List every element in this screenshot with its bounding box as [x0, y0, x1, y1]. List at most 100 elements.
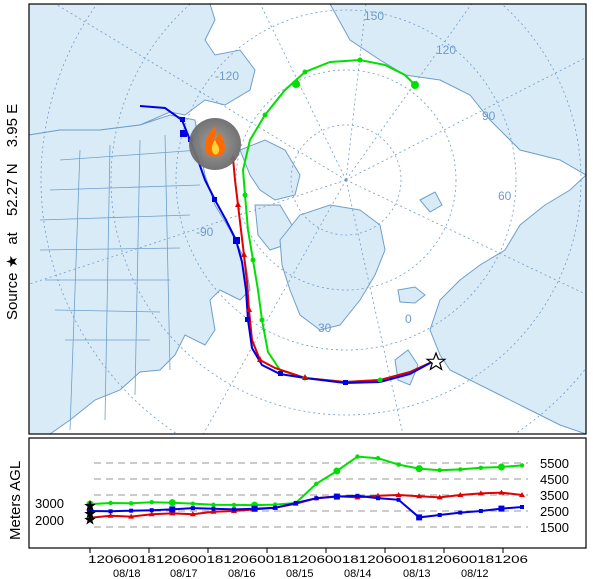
altitude-point-triangle — [436, 494, 443, 500]
time-dates: 08/18 08/17 08/16 08/15 08/14 08/13 08/1… — [113, 568, 489, 579]
altitude-series — [86, 454, 525, 521]
altitude-point-square — [458, 510, 463, 515]
altitude-tick-right: 1500 — [540, 520, 569, 535]
graticule-label: 60 — [498, 189, 512, 203]
altitude-tick-right: 5500 — [540, 456, 569, 471]
altitude-line-square — [89, 494, 523, 519]
start-star-icon — [84, 508, 96, 519]
altitude-left-ticks: 3000 2000 — [35, 496, 64, 528]
altitude-point-circle — [396, 462, 401, 467]
altitude-point-triangle — [416, 493, 423, 499]
graticule-label: 30 — [318, 321, 332, 335]
altitude-point-circle — [437, 468, 442, 473]
graticule-label: -90 — [196, 225, 214, 239]
svg-text:Source ★ at: Source ★ at 52.27 N 3.95 E — [4, 104, 21, 320]
star-icon: ★ — [4, 251, 21, 269]
source-star-icon — [425, 351, 447, 371]
altitude-point-square — [211, 506, 216, 511]
altitude-point-circle — [415, 465, 423, 473]
altitude-point-square — [314, 496, 319, 501]
time-date: 08/14 — [344, 568, 372, 579]
altitude-gridlines — [94, 462, 528, 528]
at-word: at — [4, 231, 21, 244]
altitude-point-circle — [375, 456, 381, 461]
altitude-point-circle — [231, 502, 237, 508]
time-date: 08/16 — [228, 568, 256, 579]
altitude-point-square — [520, 505, 524, 509]
source-latitude: 52.27 N — [4, 163, 21, 216]
start-star-icon — [84, 500, 96, 511]
altitude-point-triangle — [498, 489, 505, 495]
altitude-tick-right: 4500 — [540, 472, 569, 487]
altitude-tick-left: 2000 — [35, 513, 64, 528]
altitude-point-triangle — [148, 511, 155, 517]
map-frame — [28, 3, 587, 435]
graticule-label: 120 — [436, 43, 456, 57]
altitude-point-circle — [355, 454, 360, 459]
altitude-point-square — [333, 493, 340, 500]
altitude-point-triangle — [477, 490, 484, 496]
altitude-point-triangle — [519, 492, 525, 497]
altitude-point-triangle — [210, 508, 217, 514]
graticule-label: -120 — [215, 69, 239, 83]
altitude-point-circle — [190, 501, 196, 506]
time-date: 08/15 — [286, 568, 314, 579]
start-star-icon — [84, 514, 96, 525]
altitude-point-square — [149, 508, 154, 513]
altitude-point-square — [108, 509, 113, 514]
time-date: 08/18 — [113, 568, 141, 579]
land-svalbard — [419, 191, 443, 213]
time-axis: 1206001812060018120600181206001812060018… — [88, 548, 528, 579]
altitude-point-triangle — [457, 492, 464, 497]
source-word: Source — [4, 272, 21, 320]
graticule-label: 0 — [405, 312, 412, 326]
graticule-label: 90 — [482, 109, 496, 123]
time-date: 08/17 — [170, 568, 198, 579]
altitude-point-circle — [333, 467, 341, 475]
land-masses — [29, 4, 586, 434]
altitude-right-ticks: 5500 4500 3500 2500 1500 — [540, 456, 569, 535]
altitude-tick-right: 3500 — [540, 488, 569, 503]
altitude-point-triangle — [189, 511, 196, 517]
altitude-point-square — [232, 507, 236, 512]
political-boundaries — [39, 134, 201, 431]
altitude-point-circle — [168, 499, 176, 507]
graticule-labels: 150 120 90 60 30 0 -90 -120 — [196, 9, 512, 335]
time-date: 08/12 — [461, 568, 489, 579]
trajectory-red — [232, 157, 433, 384]
altitude-point-circle — [497, 463, 505, 471]
time-ticks — [89, 548, 504, 553]
altitude-point-square — [376, 496, 380, 501]
altitude-point-square — [293, 501, 298, 505]
altitude-point-triangle — [169, 510, 176, 516]
altitude-panel: 3000 2000 5500 4500 3500 2500 1500 Meter… — [7, 437, 587, 549]
altitude-point-circle — [211, 502, 216, 507]
altitude-point-circle — [458, 467, 463, 472]
land-arctic-islands — [239, 139, 301, 201]
land-iceland — [397, 286, 426, 304]
altitude-point-circle — [128, 501, 134, 506]
time-date: 08/13 — [403, 568, 431, 579]
altitude-point-triangle — [107, 512, 114, 518]
altitude-point-circle — [519, 463, 525, 468]
source-longitude: 3.95 E — [4, 104, 21, 147]
altitude-point-square — [251, 505, 258, 512]
altitude-point-square — [273, 505, 278, 510]
altitude-point-triangle — [395, 492, 402, 497]
altitude-point-square — [355, 493, 360, 498]
altitude-point-circle — [149, 500, 154, 505]
altitude-point-square — [437, 513, 442, 517]
altitude-tick-right: 2500 — [540, 504, 569, 519]
altitude-point-circle — [478, 465, 484, 470]
altitude-point-square — [129, 508, 134, 513]
altitude-point-square — [416, 514, 423, 521]
altitude-start-stars — [84, 500, 96, 525]
altitude-point-circle — [272, 502, 278, 507]
source-label: Source ★ at 52.27 N 3.95 E — [4, 104, 21, 320]
altitude-tick-left: 3000 — [35, 496, 64, 511]
fire-icon — [189, 118, 241, 170]
altitude-ylabel: Meters AGL — [7, 461, 24, 540]
altitude-point-square — [190, 506, 195, 511]
